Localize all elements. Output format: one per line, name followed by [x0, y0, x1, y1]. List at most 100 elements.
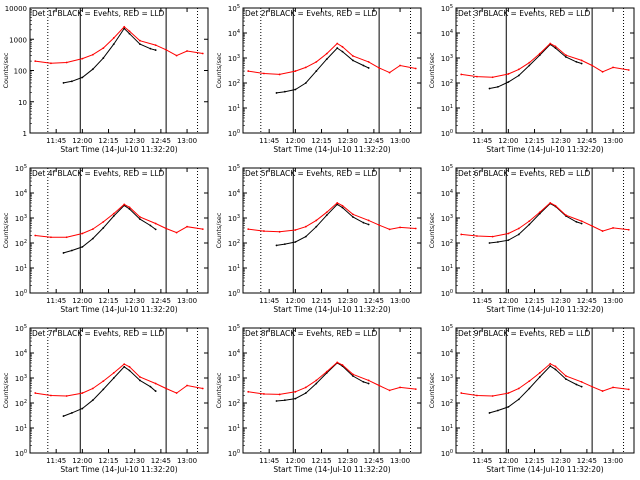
- data-point-events: [336, 47, 339, 49]
- data-point-lld: [304, 386, 307, 389]
- data-point-lld: [591, 225, 594, 227]
- data-point-lld: [591, 64, 594, 67]
- data-point-lld: [165, 227, 168, 230]
- x-axis-label: Start Time (14-Jul-10 11:32:20): [486, 465, 603, 474]
- data-point-events: [91, 68, 94, 71]
- y-tick-label: 104: [441, 29, 453, 38]
- data-point-lld: [517, 387, 520, 390]
- data-point-lld: [538, 211, 541, 214]
- x-tick-label: 11:45: [259, 137, 279, 145]
- y-tick-label: 105: [15, 324, 27, 333]
- panel-9: 100 101 102 103 104 105 11:45 12:00 12:15 12:30 12…: [428, 324, 635, 474]
- y-tick-label: 104: [441, 189, 453, 198]
- data-point-events: [575, 383, 578, 386]
- x-tick-label: 11:45: [472, 297, 492, 305]
- data-point-lld: [50, 236, 52, 239]
- panel-title: Det 6f BLACK = Events, RED = LLD: [458, 169, 591, 178]
- data-point-lld: [165, 387, 168, 390]
- x-tick-label: 11:45: [472, 457, 492, 465]
- data-point-events: [575, 220, 578, 223]
- data-point-events: [367, 223, 370, 226]
- data-point-events: [362, 221, 365, 224]
- data-point-events: [538, 376, 541, 378]
- data-point-lld: [460, 233, 463, 236]
- data-point-lld: [294, 229, 297, 231]
- data-point-lld: [175, 54, 178, 57]
- y-tick-label: 100: [15, 289, 27, 298]
- x-tick-label: 12:00: [498, 457, 518, 465]
- data-point-events: [275, 400, 278, 402]
- y-tick-label: 100: [441, 129, 453, 138]
- x-tick-label: 13:00: [177, 457, 197, 465]
- y-tick-label: 103: [441, 374, 453, 383]
- data-point-events: [496, 409, 499, 412]
- y-tick-label: 103: [15, 214, 27, 223]
- data-point-events: [283, 399, 286, 402]
- x-tick-label: 12:00: [72, 457, 92, 465]
- x-tick-label: 12:45: [364, 457, 384, 465]
- y-tick-label: 100: [441, 289, 453, 298]
- y-tick-label: 105: [228, 324, 240, 333]
- x-tick-label: 13:00: [177, 137, 197, 145]
- y-tick-label: 100: [228, 449, 240, 458]
- data-point-lld: [65, 236, 68, 239]
- data-point-lld: [123, 25, 126, 28]
- data-point-lld: [460, 73, 463, 76]
- series-line-events: [489, 43, 582, 89]
- data-point-lld: [399, 64, 401, 67]
- y-tick-label: 100: [228, 129, 240, 138]
- data-point-lld: [528, 61, 531, 64]
- data-point-events: [81, 407, 84, 410]
- data-point-events: [275, 244, 278, 247]
- x-tick-label: 12:15: [524, 457, 544, 465]
- y-tick-label: 102: [441, 239, 453, 248]
- data-point-lld: [476, 235, 478, 237]
- data-point-lld: [528, 220, 531, 223]
- data-point-lld: [175, 392, 178, 394]
- x-tick-label: 11:45: [46, 297, 66, 305]
- data-point-events: [325, 214, 328, 217]
- series-line-events: [276, 362, 369, 402]
- series-line-lld: [461, 42, 629, 78]
- panel-title: Det 7f BLACK = Events, RED = LLD: [32, 329, 165, 338]
- data-point-lld: [186, 225, 188, 228]
- panel-5: 100 101 102 103 104 105 11:45 12:00 12:15 12:30 12…: [215, 164, 422, 314]
- y-tick-label: 100: [15, 449, 27, 458]
- data-point-lld: [554, 365, 557, 368]
- data-point-events: [554, 47, 557, 49]
- y-axis-label: Counts/sec: [215, 372, 223, 408]
- data-point-lld: [81, 232, 84, 235]
- x-tick-label: 12:00: [498, 137, 518, 145]
- data-point-events: [294, 88, 297, 91]
- data-point-lld: [341, 364, 344, 366]
- data-point-lld: [247, 390, 250, 393]
- data-point-lld: [378, 384, 381, 387]
- data-point-lld: [34, 234, 37, 237]
- data-point-events: [517, 233, 520, 236]
- y-tick-label: 101: [15, 264, 27, 273]
- data-point-lld: [81, 392, 84, 394]
- y-axis-label: Counts/sec: [2, 52, 10, 88]
- data-point-lld: [565, 54, 567, 57]
- data-point-events: [102, 57, 105, 59]
- data-point-lld: [34, 392, 37, 394]
- y-tick-label: 100: [14, 68, 27, 76]
- y-tick-label: 10000: [5, 5, 27, 13]
- y-tick-label: 105: [441, 4, 453, 13]
- data-point-events: [341, 50, 344, 53]
- data-point-events: [149, 47, 152, 50]
- x-tick-label: 11:45: [472, 137, 492, 145]
- y-tick-label: 102: [441, 399, 453, 408]
- y-tick-label: 101: [228, 424, 240, 433]
- data-point-events: [154, 228, 157, 231]
- plot-frame: [29, 7, 209, 134]
- data-point-events: [304, 235, 307, 238]
- data-point-lld: [128, 30, 131, 33]
- x-tick-label: 13:00: [390, 297, 410, 305]
- x-tick-label: 12:15: [98, 457, 118, 465]
- data-point-lld: [91, 228, 94, 230]
- data-point-events: [528, 223, 531, 226]
- series-line-lld: [35, 363, 203, 397]
- panel-1: 1 10 100 1000 10000 11:45 12:00 12:15 12:30 12:45…: [2, 5, 209, 154]
- data-point-lld: [352, 55, 354, 57]
